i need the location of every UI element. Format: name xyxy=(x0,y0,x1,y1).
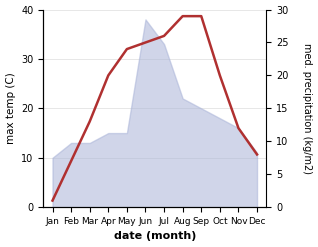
Y-axis label: med. precipitation (kg/m2): med. precipitation (kg/m2) xyxy=(302,43,313,174)
Y-axis label: max temp (C): max temp (C) xyxy=(5,72,16,144)
X-axis label: date (month): date (month) xyxy=(114,231,196,242)
